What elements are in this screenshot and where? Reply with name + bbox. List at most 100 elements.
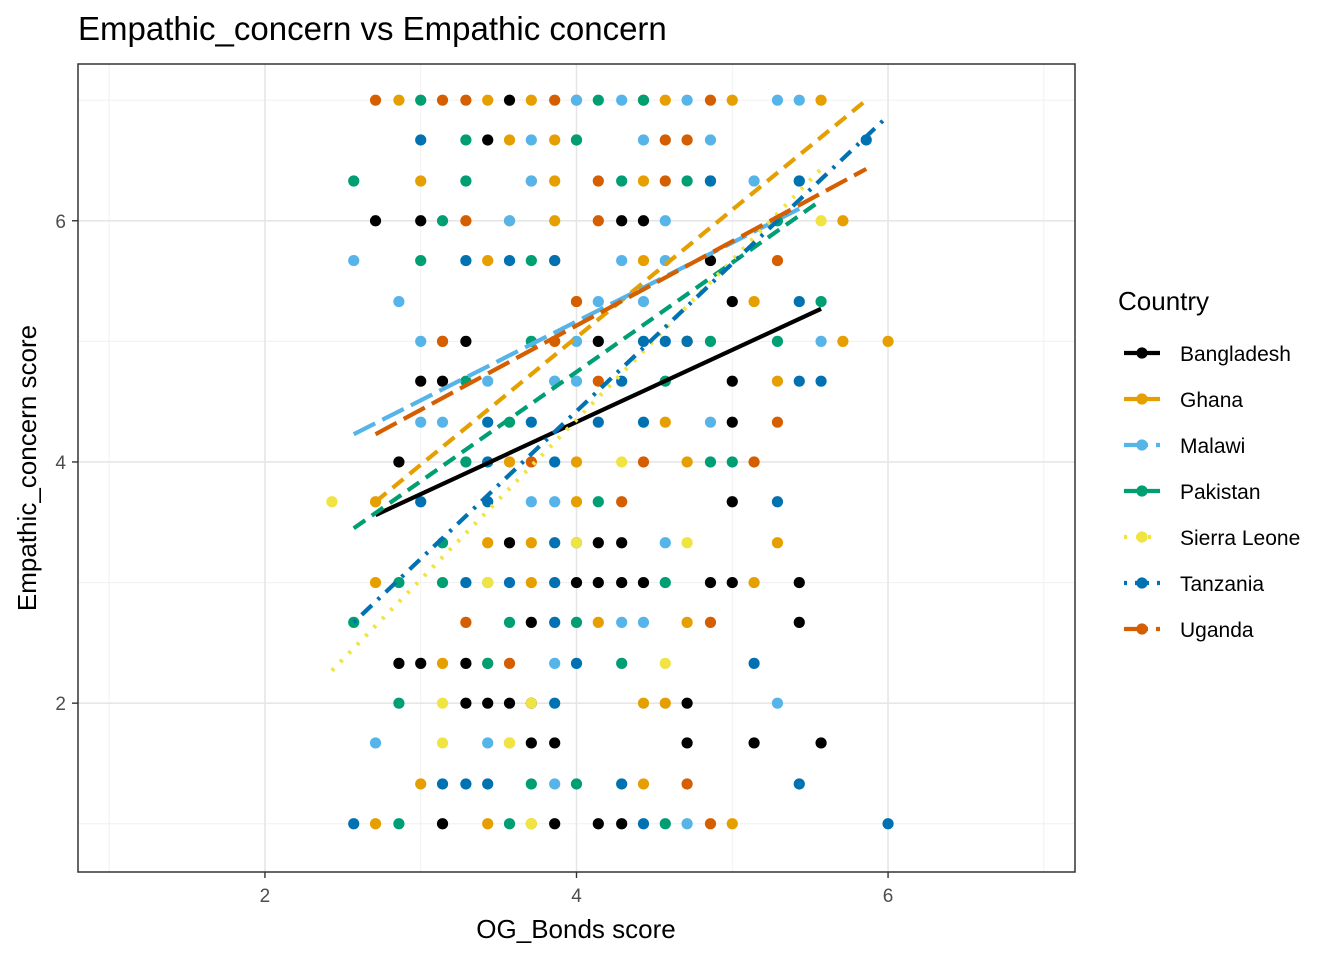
data-point: [771, 537, 784, 549]
data-point: [570, 537, 583, 549]
data-point: [503, 456, 516, 468]
data-point: [616, 456, 628, 468]
legend-key-point: [1136, 577, 1148, 589]
data-point: [549, 657, 561, 669]
data-point: [460, 175, 472, 187]
data-point: [436, 657, 449, 669]
data-point: [393, 295, 405, 308]
y-tick-label: 6: [55, 212, 66, 233]
data-point: [659, 576, 671, 589]
regression-line: [352, 198, 823, 531]
legend-item: Tanzania: [1124, 573, 1264, 596]
series-points: [348, 94, 827, 830]
data-point: [659, 335, 671, 347]
data-point: [793, 616, 805, 628]
data-point: [616, 215, 628, 227]
data-point: [436, 697, 449, 709]
data-point: [549, 537, 561, 549]
regression-line: [374, 167, 868, 437]
data-point: [415, 134, 427, 146]
data-point: [415, 175, 427, 187]
data-point: [525, 134, 537, 146]
x-tick-label: 4: [571, 886, 582, 907]
data-point: [793, 175, 805, 187]
data-point: [525, 818, 537, 830]
legend-title: Country: [1118, 286, 1209, 316]
legend-item: Malawi: [1124, 435, 1245, 458]
data-point: [460, 456, 472, 468]
legend-key-point: [1136, 393, 1148, 405]
data-point: [704, 134, 717, 146]
data-point: [659, 94, 671, 106]
data-point: [525, 175, 537, 187]
data-point: [369, 737, 382, 749]
data-point: [681, 818, 693, 830]
data-point: [570, 134, 583, 146]
legend-key-point: [1136, 347, 1148, 359]
data-point: [570, 616, 583, 628]
data-point: [525, 537, 537, 549]
legend-item: Ghana: [1124, 389, 1243, 412]
legend-item: Sierra Leone: [1124, 527, 1300, 550]
data-point: [482, 254, 494, 267]
data-point: [771, 94, 784, 106]
data-point: [704, 576, 717, 589]
data-point: [436, 778, 449, 790]
series-points: [348, 94, 827, 830]
data-point: [415, 375, 427, 387]
data-point: [771, 254, 784, 267]
data-point: [592, 175, 604, 187]
data-point: [616, 778, 628, 790]
data-point: [726, 375, 738, 387]
data-point: [592, 335, 604, 347]
data-point: [415, 215, 427, 227]
data-point: [436, 215, 449, 227]
data-point: [549, 496, 561, 508]
data-point: [771, 697, 784, 709]
data-point: [393, 576, 405, 589]
legend-item: Uganda: [1124, 619, 1254, 642]
data-point: [549, 215, 561, 227]
data-point: [436, 818, 449, 830]
data-point: [460, 697, 472, 709]
data-point: [726, 416, 738, 428]
data-point: [681, 94, 693, 106]
data-point: [659, 818, 671, 830]
regression-line: [374, 306, 822, 517]
data-point: [815, 295, 827, 308]
data-point: [681, 778, 693, 790]
data-point: [748, 295, 760, 308]
data-point: [681, 737, 693, 749]
data-point: [460, 254, 472, 267]
data-point: [549, 94, 561, 106]
data-point: [369, 576, 382, 589]
data-point: [659, 215, 671, 227]
data-point: [415, 94, 427, 106]
data-point: [348, 254, 360, 267]
legend-item: Bangladesh: [1124, 343, 1291, 366]
data-point: [570, 456, 583, 468]
data-point: [837, 335, 849, 347]
data-point: [793, 94, 805, 106]
data-point: [503, 737, 516, 749]
data-point: [793, 576, 805, 589]
data-point: [549, 175, 561, 187]
data-point: [482, 134, 494, 146]
data-point: [637, 94, 650, 106]
data-point: [681, 335, 693, 347]
data-point: [570, 295, 583, 308]
data-point: [726, 818, 738, 830]
data-point: [482, 375, 494, 387]
data-point: [369, 818, 382, 830]
data-point: [882, 818, 894, 830]
data-point: [348, 616, 360, 628]
y-tick-label: 4: [55, 453, 66, 474]
data-point: [659, 175, 671, 187]
data-point: [748, 456, 760, 468]
data-point: [659, 134, 671, 146]
data-point: [415, 416, 427, 428]
data-point: [436, 576, 449, 589]
data-point: [482, 737, 494, 749]
data-point: [570, 576, 583, 589]
